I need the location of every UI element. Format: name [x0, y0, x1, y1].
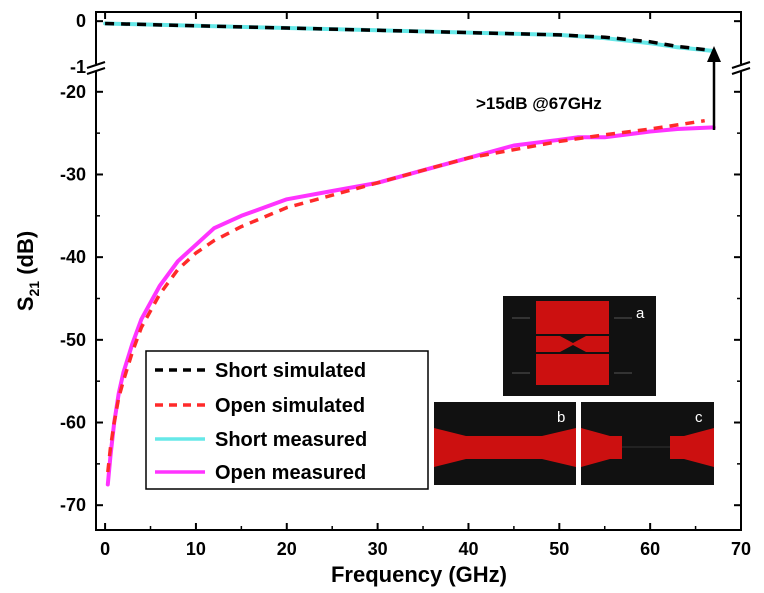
inset-c: c	[581, 402, 714, 485]
axis-break-gap-right	[731, 64, 751, 71]
y-axis-title-unit: (dB)	[13, 231, 38, 281]
legend-label-short-simulated: Short simulated	[215, 360, 366, 382]
inset-a: a	[503, 296, 656, 396]
inset-a-pad-bottom	[536, 354, 609, 385]
x-tick-label: 0	[100, 539, 110, 559]
y-tick-label: -60	[60, 413, 86, 433]
inset-a-pad-top	[536, 301, 609, 334]
series-line-short-simulated	[105, 21, 705, 52]
y-axis-title: S21 (dB)	[13, 231, 42, 311]
inset-b-label: b	[557, 409, 565, 426]
axis-break-mark-left-2	[86, 67, 106, 75]
legend: Short simulated Open simulated Short mea…	[145, 350, 429, 490]
y-axis-title-sub: 21	[26, 281, 42, 297]
x-tick-label: 60	[640, 539, 660, 559]
inset-c-label: c	[695, 409, 703, 426]
inset-b-line	[434, 428, 576, 467]
tick-layer: 0 10 20 30 40 50 60 70 0 -1 -20 -30 -40 -50 -60 -70	[60, 11, 751, 559]
y-tick-label: -20	[60, 82, 86, 102]
y-tick-label: -70	[60, 495, 86, 515]
plot-frame	[95, 11, 742, 531]
inset-a-label: a	[636, 305, 645, 322]
axis-break-mark-right-1	[731, 61, 751, 69]
y-tick-label: -30	[60, 164, 86, 184]
inset-c-left-line	[581, 428, 622, 467]
legend-label-short-measured: Short measured	[215, 429, 367, 451]
axis-break-gap-left	[86, 64, 106, 71]
legend-label-open-measured: Open measured	[215, 462, 366, 484]
inset-c-right-line	[670, 428, 714, 467]
axis-break-mark-right-2	[731, 67, 751, 75]
x-tick-label: 70	[731, 539, 751, 559]
x-tick-label: 20	[277, 539, 297, 559]
x-tick-label: 40	[458, 539, 478, 559]
y-tick-label: -40	[60, 247, 86, 267]
annotation-text: >15dB @67GHz	[476, 94, 602, 113]
x-tick-label: 30	[368, 539, 388, 559]
inset-b: b	[434, 402, 576, 485]
series-line-open-simulated	[106, 118, 705, 473]
inset-a-taper	[536, 336, 609, 352]
axis-break-mark-left-1	[86, 61, 106, 69]
x-axis-title: Frequency (GHz)	[331, 562, 507, 587]
x-tick-label: 50	[549, 539, 569, 559]
legend-box	[145, 350, 429, 490]
annotation-arrow-head	[707, 46, 721, 62]
y-tick-label: -50	[60, 330, 86, 350]
legend-label-open-simulated: Open simulated	[215, 395, 365, 417]
series-layer	[103, 21, 716, 487]
y-tick-label: -1	[70, 57, 86, 77]
y-tick-label: 0	[76, 11, 86, 31]
x-tick-label: 10	[186, 539, 206, 559]
y-axis-title-main: S	[13, 296, 38, 311]
